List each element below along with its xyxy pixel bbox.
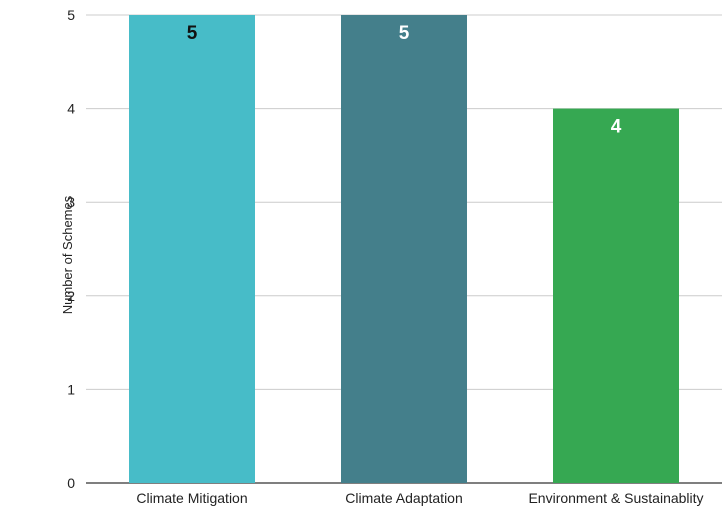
- y-tick-label: 5: [67, 7, 75, 23]
- y-tick-label: 0: [67, 475, 75, 491]
- y-tick-labels: 0 1 2 3 4 5: [67, 7, 75, 491]
- bar-value-label: 5: [399, 23, 410, 44]
- bars: [129, 15, 679, 483]
- x-tick-label: Environment & Sustainablity: [528, 490, 703, 506]
- y-tick-label: 1: [67, 381, 75, 397]
- x-tick-label: Climate Mitigation: [136, 490, 247, 506]
- x-tick-labels: Climate Mitigation Climate Adaptation Envi…: [136, 490, 703, 506]
- y-tick-label: 3: [67, 194, 75, 210]
- bar: [129, 15, 255, 483]
- y-tick-label: 2: [67, 288, 75, 304]
- x-tick-label: Climate Adaptation: [345, 490, 463, 506]
- bar-data-labels: 5 5 4: [187, 23, 622, 138]
- bar: [553, 108, 679, 483]
- bar: [341, 15, 467, 483]
- bar-value-label: 5: [187, 23, 198, 44]
- y-tick-label: 4: [67, 101, 75, 117]
- bar-value-label: 4: [611, 117, 622, 138]
